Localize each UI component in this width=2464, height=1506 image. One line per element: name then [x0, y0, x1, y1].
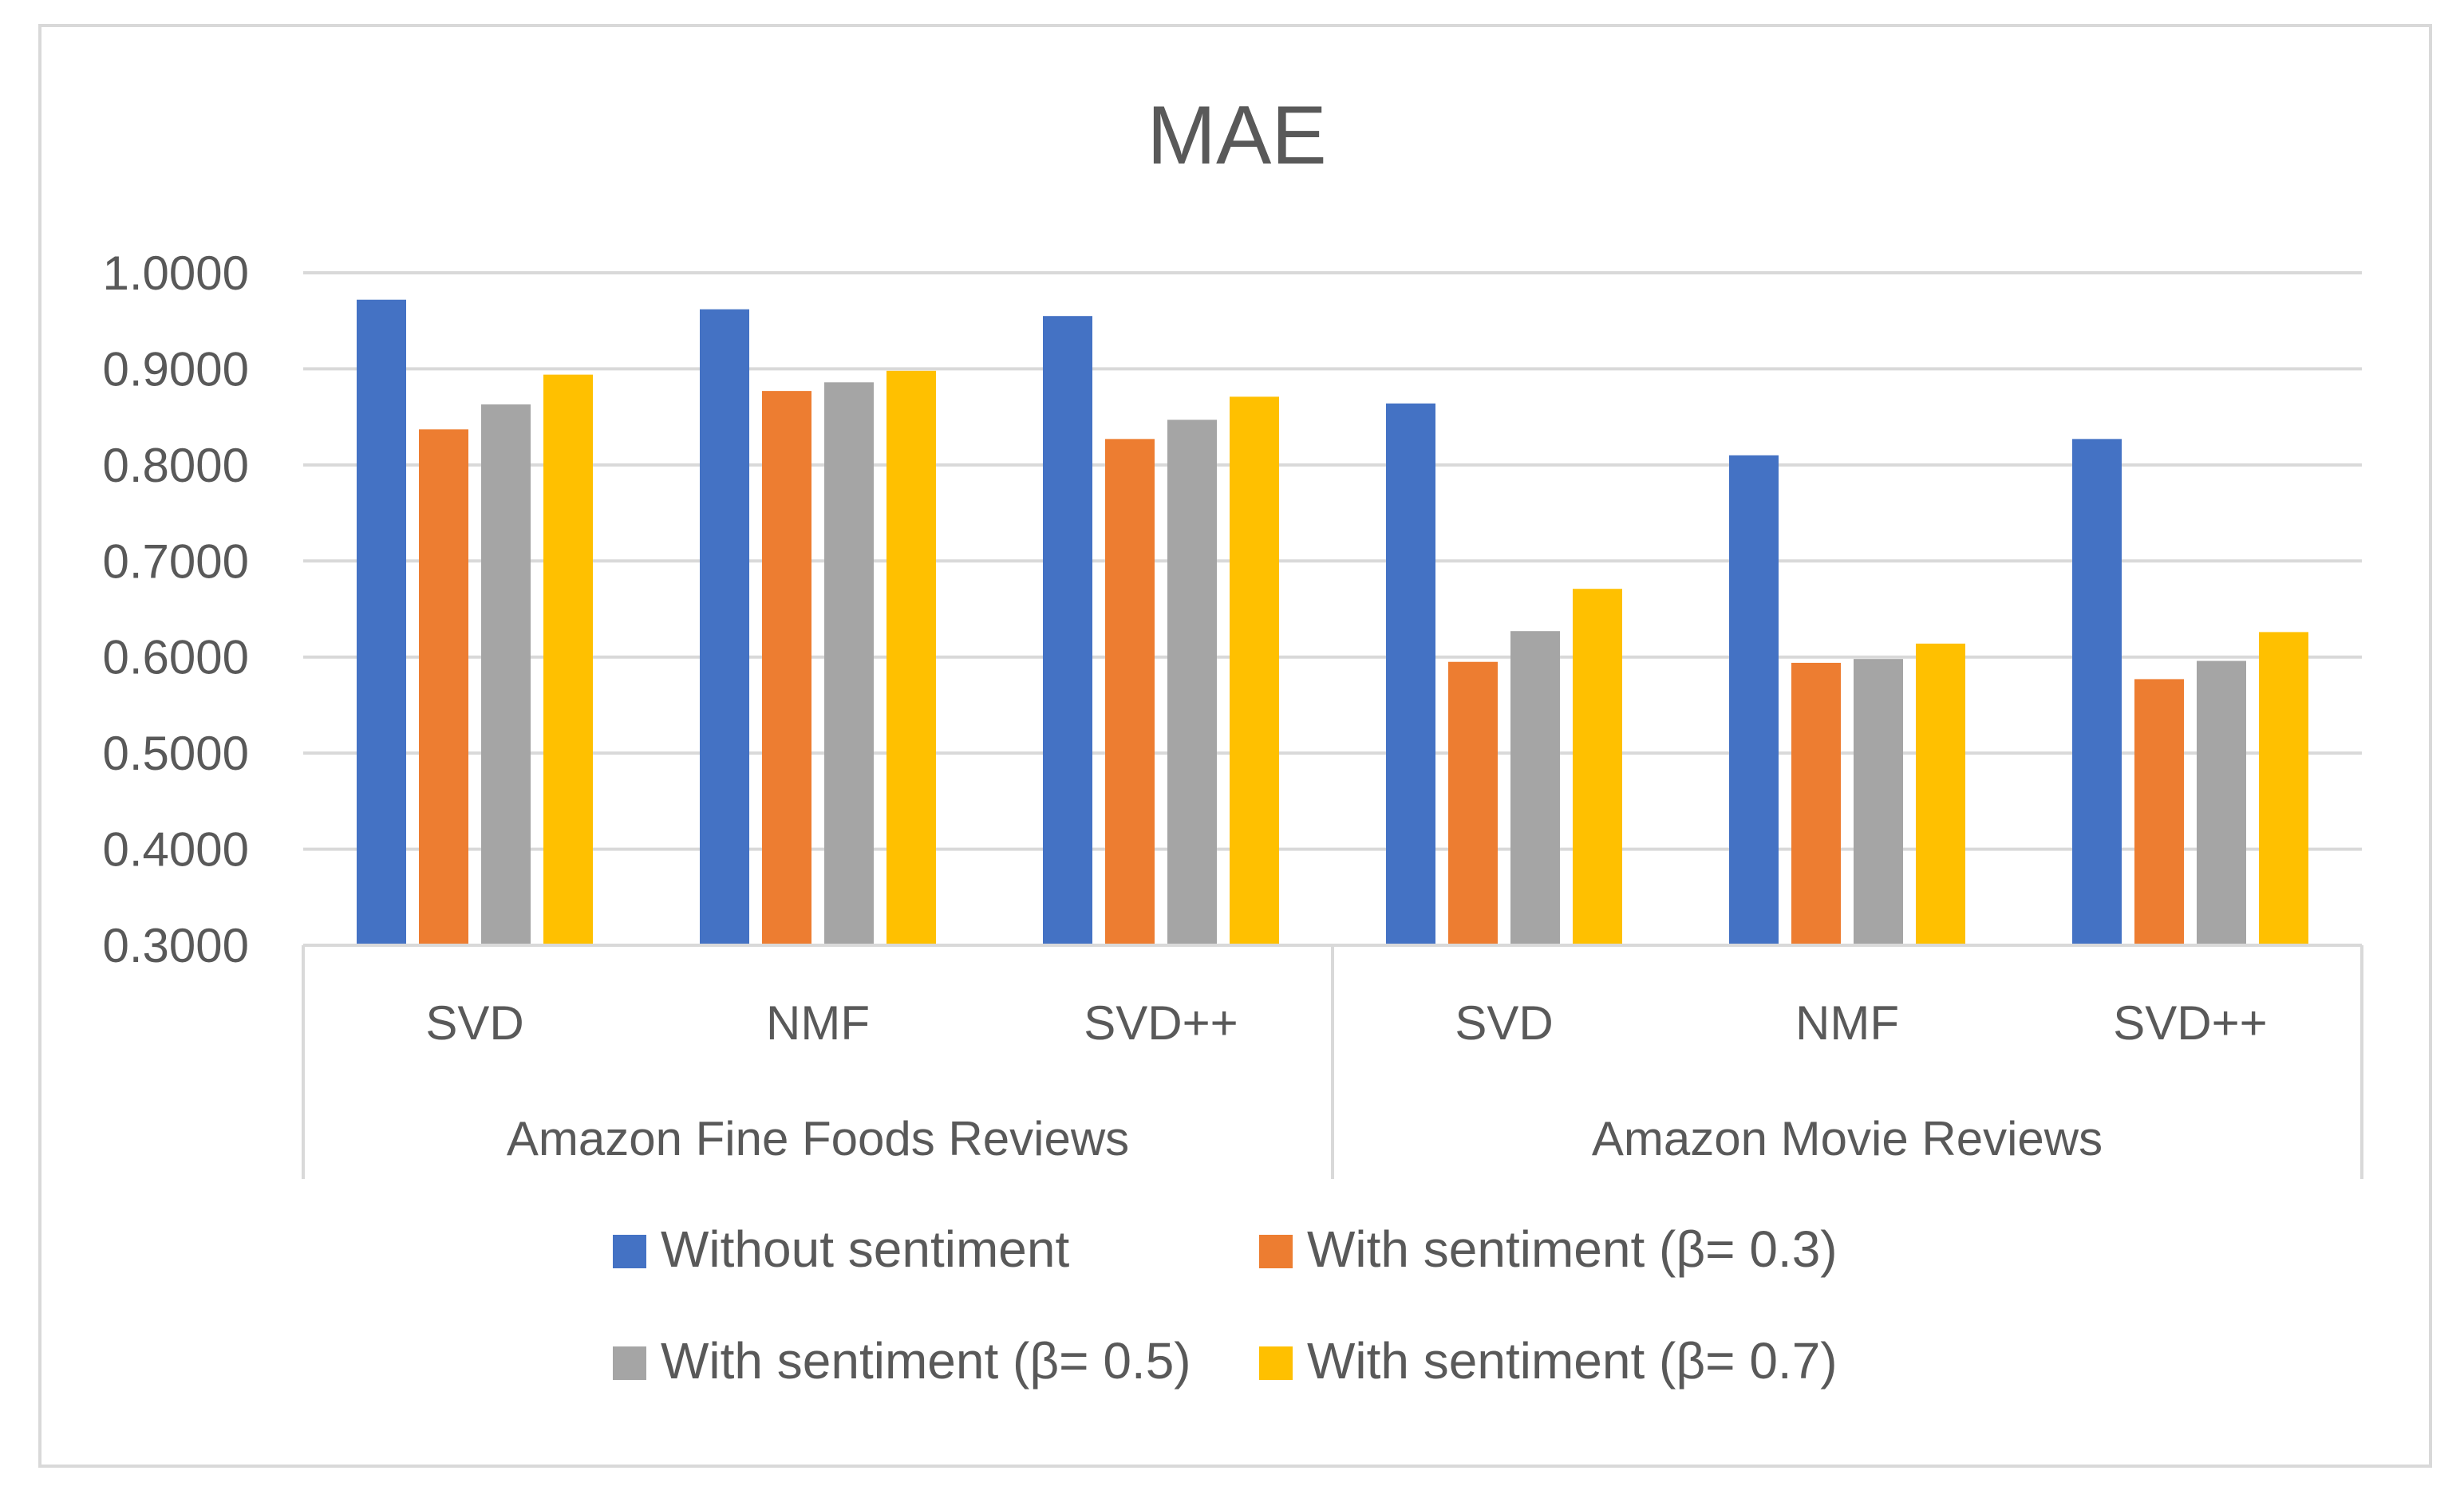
y-tick-label: 0.6000: [102, 631, 249, 684]
bar: [1043, 316, 1092, 945]
chart-title: MAE: [1147, 89, 1326, 182]
legend: Without sentiment With sentiment (β= 0.3)…: [613, 1220, 1838, 1390]
legend-swatch: [613, 1235, 646, 1268]
category-label: NMF: [766, 996, 870, 1050]
y-tick-label: 0.8000: [102, 439, 249, 492]
category-label: NMF: [1795, 996, 1899, 1050]
category-label: SVD++: [2113, 996, 2267, 1050]
bar: [762, 391, 811, 945]
bar: [1791, 662, 1841, 945]
bar: [1448, 661, 1498, 945]
bar: [886, 370, 936, 945]
bar: [419, 429, 468, 945]
bar: [2134, 679, 2184, 945]
bar: [700, 309, 749, 946]
group-label: Amazon Fine Foods Reviews: [507, 1112, 1129, 1165]
gridlines: [303, 271, 2362, 851]
bars: [357, 299, 2308, 946]
category-label: SVD: [1455, 996, 1553, 1050]
legend-label: With sentiment (β= 0.3): [1307, 1220, 1838, 1278]
category-label: SVD++: [1084, 996, 1238, 1050]
bar: [824, 382, 874, 945]
y-tick-label: 1.0000: [102, 246, 249, 300]
bar: [1386, 403, 1435, 946]
bar: [543, 374, 593, 945]
y-tick-label: 0.3000: [102, 919, 249, 972]
bar: [1854, 659, 1903, 945]
group-label: Amazon Movie Reviews: [1592, 1112, 2103, 1165]
y-tick-label: 0.4000: [102, 823, 249, 877]
bar: [1729, 455, 1779, 945]
legend-label: With sentiment (β= 0.7): [1307, 1332, 1838, 1390]
bar: [2072, 439, 2122, 945]
legend-label: With sentiment (β= 0.5): [661, 1332, 1191, 1390]
bar: [481, 404, 531, 945]
bar: [2197, 660, 2246, 945]
bar: [1167, 420, 1217, 945]
bar: [1573, 589, 1622, 945]
legend-swatch: [613, 1346, 646, 1380]
bar: [1916, 643, 1965, 945]
legend-label: Without sentiment: [661, 1220, 1069, 1278]
y-axis-ticks: 1.0000 0.9000 0.8000 0.7000 0.6000 0.5000 0.40…: [102, 246, 249, 972]
y-tick-label: 0.5000: [102, 727, 249, 780]
legend-swatch: [1259, 1346, 1293, 1380]
legend-swatch: [1259, 1235, 1293, 1268]
bar: [1510, 631, 1560, 945]
bar: [1105, 439, 1155, 945]
y-tick-label: 0.7000: [102, 534, 249, 588]
bar: [1230, 396, 1279, 945]
bar: [357, 299, 406, 946]
bar: [2259, 632, 2308, 945]
y-tick-label: 0.9000: [102, 342, 249, 396]
category-label: SVD: [425, 996, 523, 1050]
x-axis: SVD NMF SVD++ Amazon Fine Foods Reviews SVD N…: [302, 944, 2363, 1179]
